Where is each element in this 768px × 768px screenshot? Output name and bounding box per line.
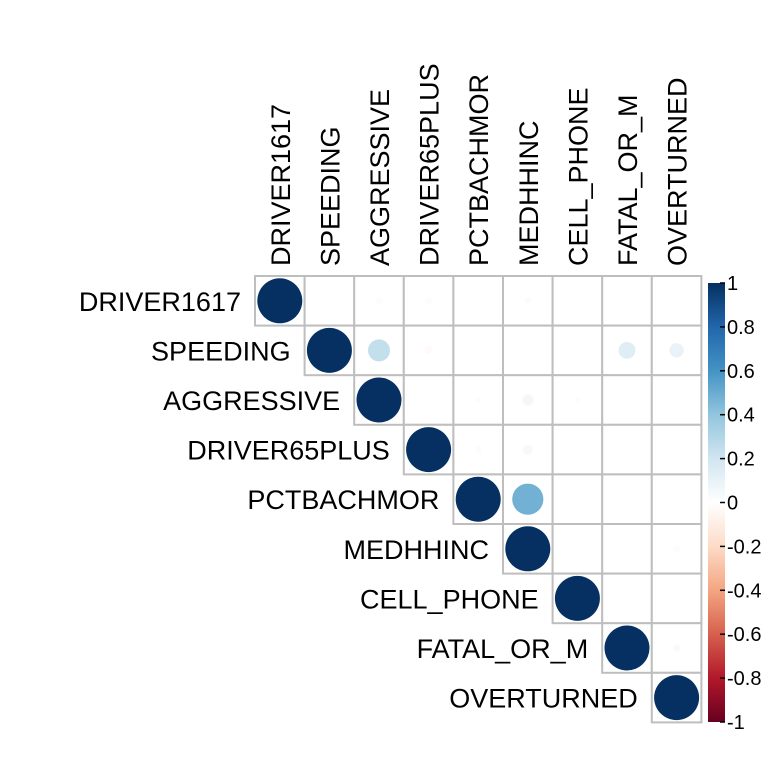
correlation-circle (306, 327, 352, 373)
column-label: DRIVER1617 (266, 104, 296, 266)
correlation-circle (406, 427, 452, 473)
grid-cell (650, 572, 703, 625)
correlation-circle (674, 397, 679, 403)
correlation-circle (674, 447, 679, 452)
correlation-circle (367, 339, 391, 362)
correlation-circle (424, 346, 433, 355)
row-label: CELL_PHONE (360, 584, 539, 614)
colorbar-tick-label: -0.6 (727, 624, 761, 646)
correlation-circle (618, 341, 636, 359)
colorbar: 1 0.8 0.6 0.4 0.2 0 -0.2 -0.4 -0.6 -0.8 -1 (708, 273, 761, 734)
row-label: OVERTURNED (449, 684, 638, 714)
colorbar-gradient (708, 283, 725, 722)
column-label: CELL_PHONE (563, 87, 593, 266)
colorbar-tick-label: -1 (727, 712, 745, 734)
row-label: FATAL_OR_M (417, 634, 589, 664)
grid-cell (452, 324, 504, 377)
correlation-circle (674, 496, 679, 502)
correlation-circle (375, 297, 383, 304)
correlation-circle (475, 396, 482, 404)
correlation-circle (327, 298, 332, 304)
correlation-circle (554, 575, 600, 621)
colorbar-tick-label: 0 (727, 493, 738, 515)
colorbar-tick-label: 0.2 (727, 449, 755, 471)
grid-cell (650, 275, 703, 327)
colorbar-tick-label: 0.4 (727, 405, 755, 427)
column-label: AGGRESSIVE (365, 89, 395, 266)
correlation-circle (672, 644, 681, 652)
grid-cell (551, 473, 604, 525)
correlation-circle (524, 297, 531, 304)
correlation-circle (604, 625, 650, 671)
correlation-circles (257, 278, 700, 721)
column-label: DRIVER65PLUS (415, 63, 445, 266)
column-label: PCTBACHMOR (464, 74, 494, 266)
correlation-circle (654, 675, 700, 721)
correlation-grid (254, 275, 703, 724)
grid-cell (551, 374, 604, 426)
colorbar-tick-label: -0.2 (727, 536, 761, 558)
row-label: PCTBACHMOR (247, 485, 439, 515)
correlation-circle (574, 396, 581, 404)
correlation-circle (669, 343, 684, 358)
grid-cell (452, 275, 504, 327)
correlation-circle (522, 394, 534, 406)
row-labels: DRIVER1617 SPEEDING AGGRESSIVE DRIVER65PLUS… (79, 287, 638, 714)
column-label: SPEEDING (315, 126, 345, 266)
colorbar-tick-label: 0.6 (727, 361, 755, 383)
correlation-circle (624, 397, 630, 403)
correlation-circle (356, 377, 402, 423)
correlation-circle (426, 397, 431, 403)
colorbar-tick-label: -0.8 (727, 668, 761, 690)
grid-cell (502, 324, 554, 377)
correlation-circle (475, 446, 482, 453)
correlation-circle (525, 348, 531, 353)
colorbar-tick-label: 1 (727, 273, 738, 295)
grid-cell (650, 423, 703, 476)
correlation-circle (624, 546, 630, 552)
grid-cell (551, 324, 604, 377)
correlation-circle (505, 526, 551, 572)
grid-cell (551, 423, 604, 476)
correlation-circle (624, 496, 630, 502)
grid-cell (601, 275, 653, 327)
column-label: FATAL_OR_M (613, 94, 643, 266)
colorbar-tick-label: 0.8 (727, 317, 755, 339)
correlation-circle (512, 483, 544, 515)
row-label: MEDHHINC (344, 535, 490, 565)
colorbar-tick-label: -0.4 (727, 580, 761, 602)
grid-cell (551, 275, 604, 327)
grid-cell (650, 523, 703, 575)
correlation-circle (425, 297, 432, 304)
correlation-circle (522, 444, 533, 455)
column-label: MEDHHINC (514, 121, 544, 267)
row-label: DRIVER1617 (79, 287, 241, 317)
row-label: AGGRESSIVE (163, 386, 340, 416)
grid-cell (601, 572, 653, 625)
correlation-circle (257, 278, 303, 324)
row-label: DRIVER65PLUS (187, 436, 390, 466)
correlation-circle (673, 545, 680, 552)
correlation-circle (455, 476, 501, 522)
row-label: SPEEDING (151, 336, 291, 366)
column-labels: DRIVER1617 SPEEDING AGGRESSIVE DRIVER65PLUS… (266, 63, 693, 266)
correlation-circle (624, 447, 630, 452)
grid-cell (551, 523, 604, 575)
column-label: OVERTURNED (663, 77, 693, 266)
